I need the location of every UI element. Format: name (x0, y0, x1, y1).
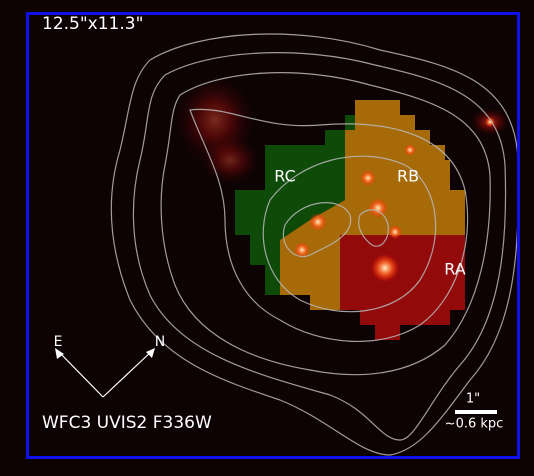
region-label: RB (397, 167, 419, 186)
contours (110, 33, 519, 456)
compass (55, 348, 155, 398)
field-frame (26, 12, 520, 459)
region-rc (235, 115, 370, 295)
compass-north: N (155, 334, 165, 350)
filter-label: WFC3 UVIS2 F336W (42, 413, 212, 433)
region-label: RC (274, 167, 296, 186)
diffuse-emission (175, 75, 510, 185)
scale-angular: 1" (466, 392, 480, 407)
region-label: RA (444, 260, 465, 279)
scale-physical: ~0.6 kpc (445, 417, 504, 432)
bright-knots (294, 117, 495, 282)
compass-east: E (54, 334, 63, 350)
field-size: 12.5"x11.3" (42, 14, 143, 34)
